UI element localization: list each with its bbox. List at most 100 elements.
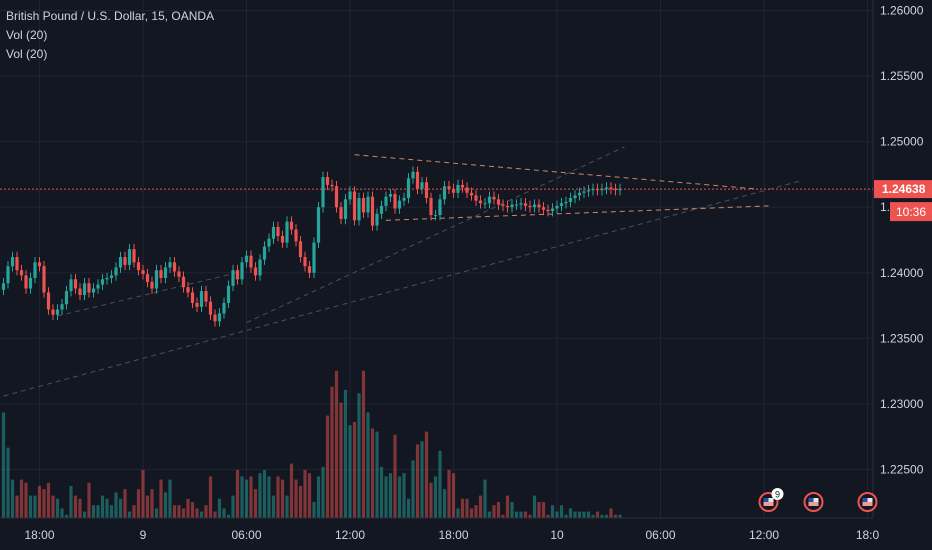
- candle[interactable]: [231, 264, 235, 292]
- long-support-trendline[interactable]: [3, 180, 801, 397]
- candle[interactable]: [528, 200, 532, 213]
- candle[interactable]: [568, 192, 573, 208]
- candle[interactable]: [6, 260, 10, 289]
- candle[interactable]: [496, 194, 501, 210]
- candle[interactable]: [514, 199, 519, 210]
- candle[interactable]: [42, 260, 46, 298]
- candle[interactable]: [267, 233, 271, 252]
- candle[interactable]: [577, 187, 582, 201]
- candle[interactable]: [33, 257, 37, 284]
- candle[interactable]: [582, 186, 586, 199]
- candle[interactable]: [604, 182, 609, 195]
- candle[interactable]: [15, 251, 19, 276]
- candle[interactable]: [550, 203, 555, 217]
- candle[interactable]: [384, 191, 388, 212]
- support-trendline[interactable]: [246, 146, 625, 324]
- candle[interactable]: [240, 257, 244, 285]
- candle[interactable]: [190, 287, 195, 309]
- candle[interactable]: [613, 183, 618, 196]
- candle[interactable]: [361, 192, 366, 218]
- candle[interactable]: [258, 254, 262, 281]
- candle[interactable]: [370, 191, 375, 231]
- candle[interactable]: [541, 201, 546, 216]
- candle[interactable]: [177, 266, 181, 282]
- candle[interactable]: [429, 192, 433, 221]
- candle[interactable]: [357, 192, 361, 226]
- candle[interactable]: [406, 173, 411, 204]
- candle[interactable]: [285, 216, 289, 248]
- candle[interactable]: [312, 237, 316, 279]
- candle[interactable]: [424, 177, 429, 204]
- candle[interactable]: [460, 179, 465, 193]
- candle[interactable]: [1, 278, 6, 296]
- candle[interactable]: [609, 182, 613, 195]
- candle[interactable]: [442, 180, 447, 205]
- candle[interactable]: [303, 251, 307, 272]
- candle[interactable]: [573, 190, 577, 204]
- candle[interactable]: [546, 204, 550, 217]
- candle[interactable]: [393, 188, 397, 214]
- candle[interactable]: [555, 200, 559, 214]
- candle[interactable]: [375, 208, 379, 231]
- candle[interactable]: [213, 309, 217, 327]
- candle[interactable]: [154, 264, 159, 294]
- candle[interactable]: [217, 308, 222, 327]
- candle[interactable]: [235, 264, 240, 285]
- candle[interactable]: [51, 304, 55, 320]
- candle[interactable]: [276, 221, 280, 242]
- candle[interactable]: [19, 264, 24, 281]
- candle[interactable]: [60, 298, 64, 315]
- candle[interactable]: [537, 199, 541, 213]
- candle[interactable]: [159, 264, 163, 284]
- candle[interactable]: [249, 250, 253, 273]
- candle[interactable]: [334, 180, 339, 213]
- candle[interactable]: [451, 183, 456, 199]
- candle[interactable]: [262, 241, 267, 265]
- candle[interactable]: [469, 187, 474, 201]
- candle[interactable]: [195, 297, 199, 313]
- candle[interactable]: [208, 296, 213, 320]
- candle[interactable]: [438, 194, 442, 221]
- candle[interactable]: [109, 270, 114, 284]
- symbol-title[interactable]: British Pound / U.S. Dollar, 15, OANDA: [6, 9, 215, 23]
- candle[interactable]: [253, 262, 258, 281]
- candle[interactable]: [199, 285, 204, 313]
- candle[interactable]: [289, 216, 294, 235]
- candle[interactable]: [150, 276, 154, 294]
- candle[interactable]: [366, 191, 370, 218]
- candle[interactable]: [96, 279, 100, 294]
- candle[interactable]: [163, 262, 168, 284]
- candle[interactable]: [586, 184, 591, 197]
- candle[interactable]: [69, 274, 73, 297]
- candle[interactable]: [168, 257, 172, 273]
- candle[interactable]: [55, 304, 60, 320]
- candle[interactable]: [388, 188, 393, 202]
- candle[interactable]: [415, 166, 420, 195]
- candle[interactable]: [204, 285, 208, 307]
- candle[interactable]: [492, 191, 496, 205]
- triangle-upper-trendline[interactable]: [354, 154, 756, 190]
- candle[interactable]: [343, 194, 348, 225]
- candle[interactable]: [379, 200, 384, 220]
- candle[interactable]: [478, 195, 483, 209]
- candle[interactable]: [100, 274, 105, 290]
- candle[interactable]: [87, 278, 91, 298]
- candle[interactable]: [532, 199, 537, 213]
- candle[interactable]: [222, 297, 226, 319]
- economic-event-flag-icon[interactable]: [857, 492, 878, 512]
- candle[interactable]: [244, 250, 249, 268]
- candle[interactable]: [501, 199, 505, 212]
- candle[interactable]: [474, 190, 478, 206]
- candle[interactable]: [123, 251, 127, 271]
- candle[interactable]: [316, 201, 321, 248]
- candle[interactable]: [136, 257, 141, 276]
- candle[interactable]: [91, 283, 96, 298]
- volume-indicator-label[interactable]: Vol (20): [6, 28, 48, 42]
- candle[interactable]: [186, 281, 190, 298]
- support-trendline[interactable]: [57, 270, 243, 317]
- candle[interactable]: [483, 198, 487, 209]
- candle[interactable]: [10, 251, 15, 272]
- candle[interactable]: [465, 182, 469, 199]
- candle[interactable]: [172, 257, 177, 277]
- candle[interactable]: [181, 271, 186, 293]
